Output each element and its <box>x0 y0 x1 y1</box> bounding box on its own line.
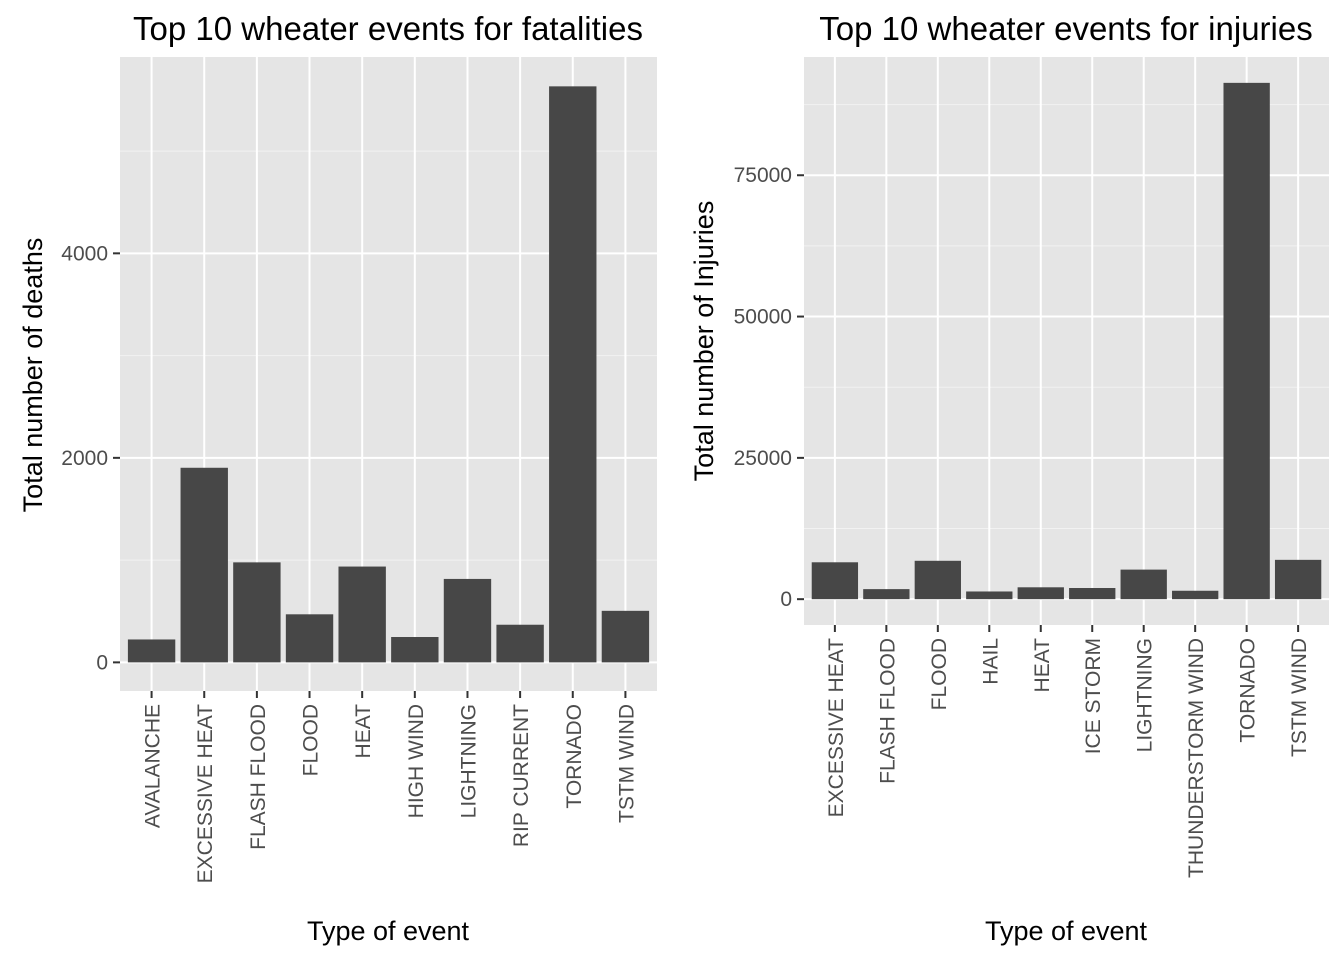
injuries-y-tick-label: 25000 <box>734 447 792 470</box>
fatalities-category-label: HIGH WIND <box>405 704 428 818</box>
injuries-bar-thunderstorm-wind <box>1172 590 1219 600</box>
injuries-y-axis-title: Total number of Injuries <box>689 201 719 482</box>
injuries-category-label: TORNADO <box>1237 638 1260 743</box>
injuries-bar-flash-flood <box>863 589 910 600</box>
fatalities-category-label: HEAT <box>352 704 375 759</box>
injuries-y-tick-label: 50000 <box>734 306 792 329</box>
injuries-category-label: TSTM WIND <box>1288 638 1311 757</box>
injuries-chart-title: Top 10 wheater events for injuries <box>819 10 1312 47</box>
fatalities-bar-tornado <box>549 86 597 663</box>
fatalities-bar-excessive-heat <box>180 467 228 663</box>
fatalities-bar-flood <box>285 614 334 663</box>
injuries-category-label: HEAT <box>1031 638 1054 693</box>
fatalities-category-label: AVALANCHE <box>142 704 165 828</box>
injuries-category-label: ICE STORM <box>1082 638 1105 754</box>
injuries-bar-tornado <box>1223 82 1270 600</box>
fatalities-category-label: EXCESSIVE HEAT <box>194 704 217 884</box>
injuries-bar-lightning <box>1120 569 1167 600</box>
injuries-y-tick-label: 0 <box>780 588 792 611</box>
injuries-bar-ice-storm <box>1069 588 1116 600</box>
injuries-y-tick-label: 75000 <box>734 164 792 187</box>
fatalities-category-label: FLASH FLOOD <box>247 704 270 850</box>
injuries-category-label: HAIL <box>979 638 1002 685</box>
injuries-category-label: LIGHTNING <box>1134 638 1157 752</box>
fatalities-bar-high-wind <box>391 637 439 663</box>
injuries-bar-hail <box>966 591 1013 600</box>
injuries-category-label: FLOOD <box>928 638 951 710</box>
fatalities-bar-lightning <box>443 578 492 663</box>
fatalities-bar-heat <box>338 566 386 663</box>
injuries-category-label: THUNDERSTORM WIND <box>1185 638 1208 878</box>
fatalities-x-axis-title: Type of event <box>307 916 470 946</box>
fatalities-category-label: LIGHTNING <box>457 704 480 818</box>
injuries-bar-tstm-wind <box>1274 559 1322 600</box>
fatalities-bar-rip-current <box>496 624 544 663</box>
fatalities-category-label: TSTM WIND <box>615 704 638 823</box>
fatalities-bar-tstm-wind <box>601 610 650 663</box>
fatalities-category-label: TORNADO <box>563 704 586 809</box>
fatalities-chart-title: Top 10 wheater events for fatalities <box>133 10 643 47</box>
injuries-bar-flood <box>914 560 961 600</box>
fatalities-y-tick-label: 4000 <box>61 242 108 265</box>
injuries-category-label: EXCESSIVE HEAT <box>825 638 848 818</box>
fatalities-bar-avalanche <box>127 639 176 663</box>
injuries-bar-excessive-heat <box>811 562 859 600</box>
fatalities-category-label: FLOOD <box>300 704 323 776</box>
fatalities-y-tick-label: 0 <box>96 651 108 674</box>
injuries-chart: Top 10 wheater events for injuries Type … <box>689 10 1329 946</box>
injuries-bar-heat <box>1017 587 1064 600</box>
fatalities-bar-flash-flood <box>233 562 281 663</box>
fatalities-chart: Top 10 wheater events for fatalities Typ… <box>18 10 657 946</box>
fatalities-y-axis-title: Total number of deaths <box>18 238 48 513</box>
fatalities-y-tick-label: 2000 <box>61 447 108 470</box>
fatalities-category-label: RIP CURRENT <box>510 704 533 847</box>
injuries-category-label: FLASH FLOOD <box>876 638 899 784</box>
injuries-x-axis-title: Type of event <box>985 916 1148 946</box>
